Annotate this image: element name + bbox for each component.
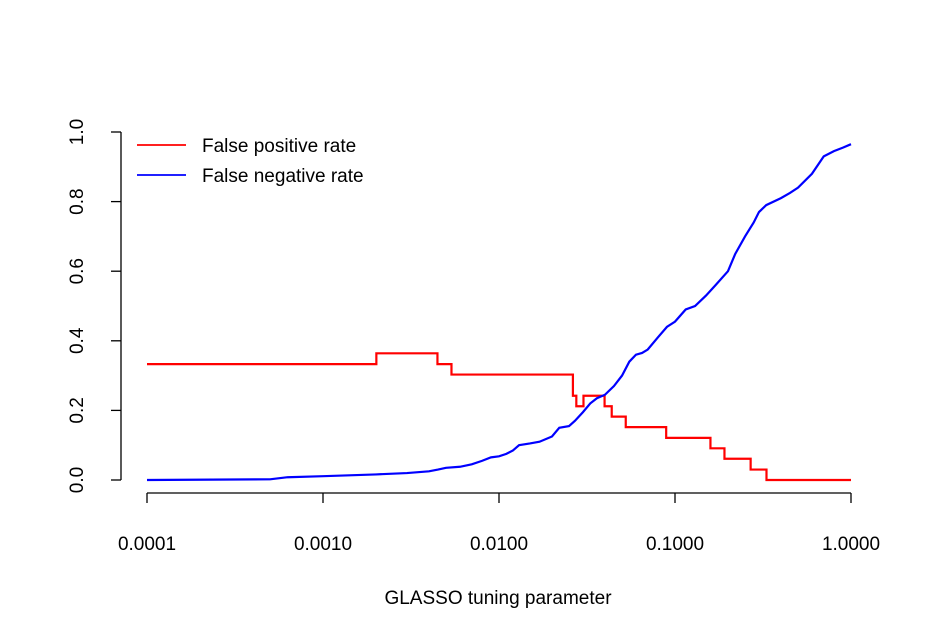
x-axis: 0.0001 0.0010 0.0100 0.1000 1.0000 [118, 492, 880, 555]
y-tick-label: 0.6 [67, 258, 88, 284]
x-tick-label: 1.0000 [822, 534, 880, 555]
x-tick-label: 0.0100 [470, 534, 528, 555]
series-line-false-positive [147, 352, 851, 482]
y-tick-label: 1.0 [67, 119, 88, 145]
y-tick-label: 0.4 [67, 327, 88, 354]
y-tick-label: 0.0 [67, 467, 88, 493]
x-tick-label: 0.0010 [294, 534, 352, 555]
legend-label-false-negative: False negative rate [202, 166, 364, 187]
y-tick-label: 0.2 [67, 397, 88, 423]
legend: False positive rate False negative rate [137, 136, 364, 187]
series-group [146, 143, 852, 482]
series-line-false-negative [146, 143, 852, 482]
x-tick-label: 0.1000 [646, 534, 704, 555]
x-axis-title: GLASSO tuning parameter [384, 588, 612, 609]
x-tick-label: 0.0001 [118, 534, 176, 555]
y-tick-label: 0.8 [67, 188, 88, 214]
y-axis: 0.0 0.2 0.4 0.6 0.8 1.0 [67, 119, 122, 493]
legend-label-false-positive: False positive rate [202, 136, 356, 157]
